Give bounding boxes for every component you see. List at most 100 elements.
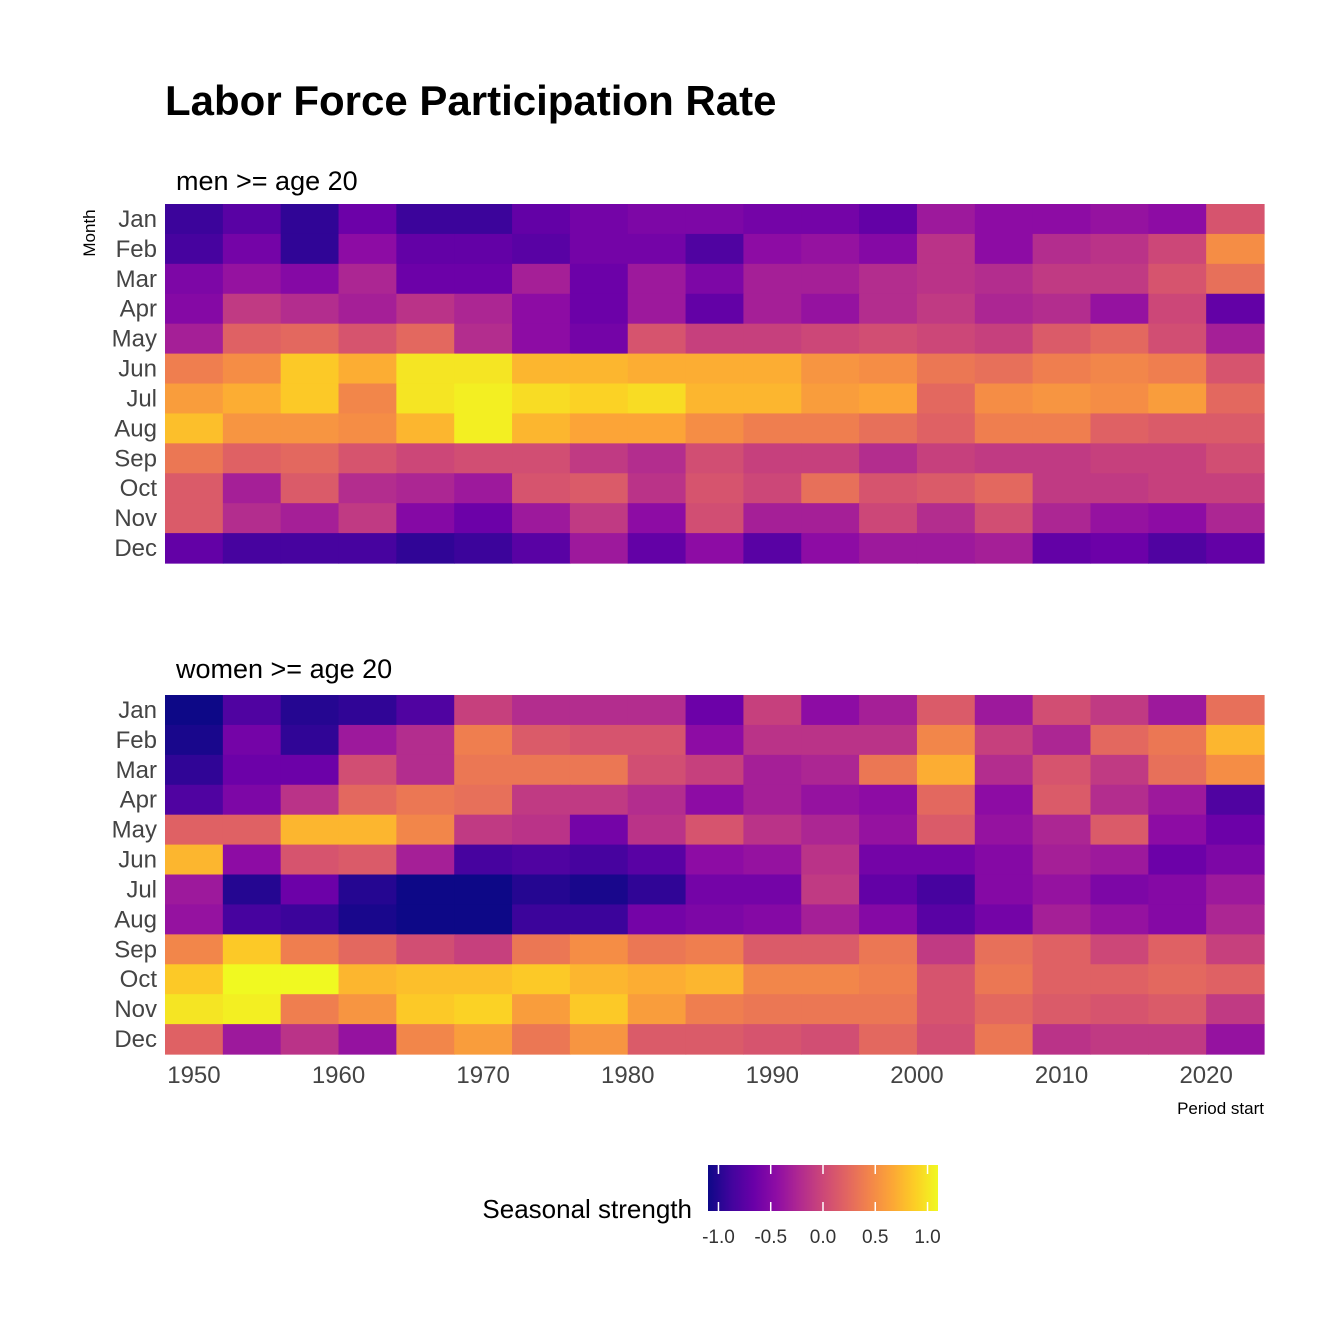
heatmap-cell	[165, 844, 224, 876]
heatmap-cell	[280, 695, 340, 726]
heatmap-cell	[685, 353, 745, 385]
heatmap-cell	[1148, 904, 1207, 935]
heatmap-cell	[1032, 695, 1092, 726]
heatmap-cell	[801, 814, 860, 846]
heatmap-cell	[454, 784, 513, 816]
heatmap-cell	[974, 293, 1034, 325]
heatmap-cell	[743, 724, 802, 756]
heatmap-cell	[916, 754, 976, 786]
heatmap-cell	[1148, 503, 1207, 534]
heatmap-cell	[165, 263, 224, 295]
heatmap-cell	[569, 904, 629, 935]
y-tick-label: Jul	[126, 385, 157, 412]
y-tick-label: Aug	[114, 906, 157, 933]
heatmap-cell	[280, 1024, 340, 1055]
heatmap-cell	[1090, 784, 1149, 816]
heatmap-cell	[222, 874, 282, 906]
heatmap-cell	[1206, 695, 1265, 726]
heatmap-cell	[1206, 844, 1265, 876]
heatmap-cell	[454, 724, 513, 756]
heatmap-cell	[1090, 904, 1149, 935]
heatmap-cell	[974, 874, 1034, 906]
heatmap-cell	[685, 323, 745, 355]
heatmap-cell	[627, 784, 687, 816]
heatmap-cell	[338, 814, 397, 846]
heatmap-cell	[916, 724, 976, 756]
heatmap-cell	[222, 204, 282, 235]
heatmap-cell	[743, 323, 802, 355]
heatmap-cell	[512, 503, 571, 534]
heatmap-cell	[512, 1024, 571, 1055]
heatmap-cell	[222, 443, 282, 474]
heatmap-cell	[512, 754, 571, 786]
heatmap-cell	[1090, 934, 1149, 965]
heatmap-cell	[916, 503, 976, 534]
heatmap-cell	[743, 413, 802, 444]
heatmap-cell	[974, 353, 1034, 385]
y-tick-label: Jan	[118, 206, 157, 233]
heatmap-cell	[1148, 443, 1207, 474]
heatmap-cell	[222, 413, 282, 444]
heatmap-cell	[569, 964, 629, 995]
heatmap-cell	[512, 934, 571, 965]
heatmap-cell	[454, 1024, 513, 1055]
heatmap-cell	[974, 754, 1034, 786]
heatmap-cell	[454, 754, 513, 786]
heatmap-cell	[685, 934, 745, 965]
heatmap-cell	[512, 814, 571, 846]
x-tick-label: 1990	[746, 1062, 799, 1089]
heatmap-cell	[512, 904, 571, 935]
heatmap-cell	[801, 784, 860, 816]
heatmap-cell	[916, 695, 976, 726]
heatmap-cell	[743, 754, 802, 786]
heatmap-cell	[222, 353, 282, 385]
heatmap-cell	[454, 263, 513, 295]
heatmap-cell	[916, 204, 976, 235]
heatmap-cell	[743, 934, 802, 965]
heatmap-cell	[222, 533, 282, 564]
heatmap-cell	[916, 353, 976, 385]
heatmap-cell	[916, 874, 976, 906]
heatmap-cell	[859, 353, 918, 385]
y-tick-label: Jul	[126, 876, 157, 903]
heatmap-cell	[801, 353, 860, 385]
heatmap-cell	[801, 904, 860, 935]
heatmap-cell	[569, 754, 629, 786]
heatmap-cell	[1090, 473, 1149, 504]
y-tick-label: Dec	[114, 1026, 157, 1053]
heatmap-cell	[512, 695, 571, 726]
heatmap-cell	[627, 724, 687, 756]
heatmap-cell	[338, 934, 397, 965]
heatmap-cell	[801, 934, 860, 965]
heatmap-cell	[1090, 263, 1149, 295]
heatmap-cell	[1032, 263, 1092, 295]
y-tick-label: Feb	[116, 727, 157, 754]
heatmap-cell	[974, 473, 1034, 504]
y-tick-label: May	[112, 817, 157, 844]
heatmap-cell	[454, 533, 513, 564]
heatmap-cell	[338, 844, 397, 876]
heatmap-cell	[396, 934, 455, 965]
heatmap-cell	[338, 263, 397, 295]
heatmap-cell	[859, 263, 918, 295]
heatmap-cell	[396, 904, 455, 935]
heatmap-cell	[1032, 754, 1092, 786]
colorbar-tick-label: -1.0	[702, 1227, 735, 1248]
heatmap-cell	[685, 695, 745, 726]
heatmap-cell	[627, 413, 687, 444]
heatmap-cell	[222, 1024, 282, 1055]
heatmap-cell	[859, 814, 918, 846]
heatmap-cell	[743, 293, 802, 325]
heatmap-cell	[1090, 964, 1149, 995]
heatmap-cell	[165, 1024, 224, 1055]
heatmap-cell	[627, 233, 687, 265]
heatmap-cell	[222, 323, 282, 355]
heatmap-cell	[1090, 383, 1149, 415]
heatmap-cell	[165, 503, 224, 534]
heatmap-cell	[743, 994, 802, 1025]
heatmap-cell	[222, 754, 282, 786]
colorbar-tick-label: 0.5	[862, 1227, 888, 1248]
heatmap-cell	[685, 994, 745, 1025]
heatmap-cell	[974, 533, 1034, 564]
heatmap-cell	[743, 1024, 802, 1055]
